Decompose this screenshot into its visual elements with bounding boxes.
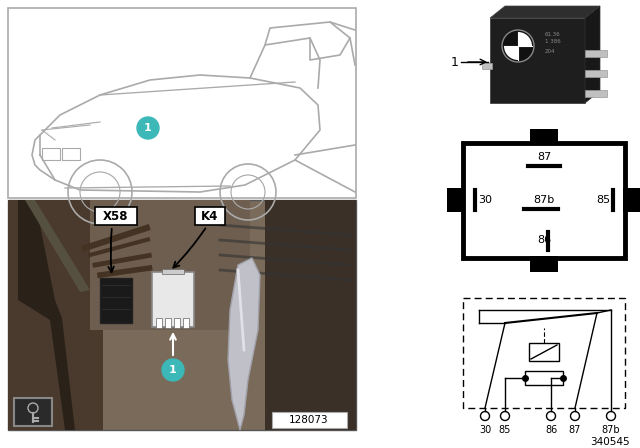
Wedge shape — [504, 46, 518, 60]
Text: 1: 1 — [451, 56, 459, 69]
Text: 61.36: 61.36 — [545, 32, 561, 37]
Text: 86: 86 — [545, 425, 557, 435]
Circle shape — [504, 32, 532, 60]
Text: 1: 1 — [169, 365, 177, 375]
Bar — [8, 200, 356, 430]
Circle shape — [481, 412, 490, 421]
Text: 85: 85 — [499, 425, 511, 435]
Bar — [62, 148, 80, 160]
Text: 204: 204 — [545, 49, 556, 54]
Bar — [272, 412, 347, 428]
Bar — [14, 398, 52, 426]
Polygon shape — [18, 200, 75, 430]
Text: 1 386: 1 386 — [545, 39, 561, 44]
Bar — [525, 371, 563, 385]
Bar — [482, 63, 492, 69]
Bar — [463, 298, 625, 408]
Text: 1: 1 — [144, 123, 152, 133]
Bar — [463, 143, 625, 258]
Polygon shape — [585, 6, 600, 103]
Bar — [165, 318, 171, 328]
Bar — [585, 70, 607, 77]
Polygon shape — [25, 200, 90, 292]
Bar — [183, 318, 189, 328]
Text: X58: X58 — [103, 210, 129, 223]
Circle shape — [502, 30, 534, 62]
Bar — [100, 278, 132, 323]
Text: 87: 87 — [537, 152, 551, 162]
Text: K4: K4 — [202, 210, 219, 223]
Text: 30: 30 — [478, 195, 492, 205]
Text: 86: 86 — [537, 235, 551, 245]
Bar — [529, 343, 559, 361]
Bar — [95, 207, 137, 225]
Circle shape — [570, 412, 579, 421]
Bar — [265, 200, 356, 430]
Bar — [585, 50, 607, 57]
Bar — [8, 8, 356, 198]
Text: 87b: 87b — [602, 425, 620, 435]
Bar — [156, 318, 162, 328]
Text: 30: 30 — [479, 425, 491, 435]
Bar — [585, 90, 607, 97]
Text: 87: 87 — [569, 425, 581, 435]
Circle shape — [162, 359, 184, 381]
Bar — [90, 200, 250, 330]
Bar — [623, 188, 640, 212]
Polygon shape — [490, 6, 600, 18]
Wedge shape — [518, 32, 532, 46]
Circle shape — [137, 117, 159, 139]
Bar — [530, 129, 558, 145]
Bar — [490, 18, 585, 103]
Bar — [447, 188, 465, 212]
Text: 340545: 340545 — [590, 437, 630, 447]
Bar — [42, 148, 60, 160]
Bar — [152, 272, 194, 327]
Bar — [195, 207, 225, 225]
Bar — [530, 256, 558, 272]
Circle shape — [547, 412, 556, 421]
Bar — [162, 269, 184, 274]
Text: 87b: 87b — [533, 195, 555, 205]
Bar — [174, 318, 180, 328]
Text: 85: 85 — [596, 195, 610, 205]
Text: 128073: 128073 — [289, 415, 329, 425]
Circle shape — [607, 412, 616, 421]
Bar — [8, 200, 103, 430]
Polygon shape — [228, 258, 260, 430]
Circle shape — [500, 412, 509, 421]
